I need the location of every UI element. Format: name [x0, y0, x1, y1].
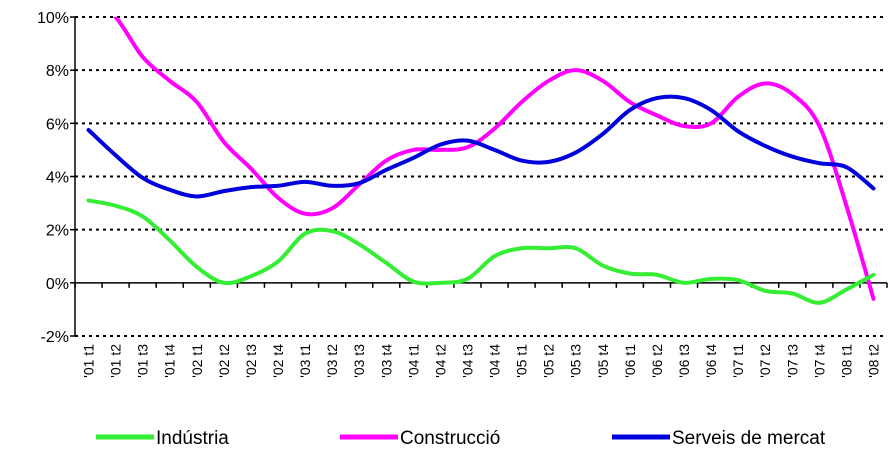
legend-label: Serveis de mercat [672, 428, 826, 449]
series-line-construccio [112, 17, 876, 301]
series-line-industria [86, 198, 876, 305]
x-tick-label: '05 t1 [514, 344, 530, 378]
y-tick-label: 4% [46, 170, 69, 187]
legend: Indústria Construcció Serveis de mercat [96, 428, 826, 449]
x-tick-label: '01 t4 [162, 344, 178, 378]
legend-item-serveis-de-mercat: Serveis de mercat [612, 428, 826, 449]
x-tick-label: '04 t4 [487, 344, 503, 378]
x-tick-label: '06 t3 [676, 344, 692, 378]
x-tick-label: '04 t1 [405, 344, 421, 378]
x-tick-label: '02 t4 [270, 344, 286, 378]
x-tick-label: '07 t3 [784, 344, 800, 378]
x-tick-label: '05 t4 [595, 344, 611, 378]
x-tick-label: '01 t3 [135, 344, 151, 378]
series-lines [86, 17, 876, 305]
axes [70, 16, 888, 337]
x-tick-label: '04 t3 [459, 344, 475, 378]
x-tick-label: '03 t1 [297, 344, 313, 378]
x-tick-label: '06 t1 [622, 344, 638, 378]
x-tick-label: '08 t1 [838, 344, 854, 378]
legend-item-construccio: Construcció [340, 428, 500, 449]
y-tick-label: 2% [46, 223, 69, 240]
x-tick-label: '01 t2 [108, 344, 124, 378]
x-tick-label: '01 t1 [81, 344, 97, 378]
y-tick-label: 10% [37, 10, 69, 27]
x-tick-label: '07 t2 [757, 344, 773, 378]
x-tick-label: '04 t2 [432, 344, 448, 378]
x-tick-label: '05 t2 [541, 344, 557, 378]
legend-label: Indústria [156, 428, 229, 449]
y-tick-label: 8% [46, 63, 69, 80]
x-tick-label: '03 t3 [351, 344, 367, 378]
x-tick-label: '05 t3 [568, 344, 584, 378]
x-tick-label: '08 t2 [865, 344, 881, 378]
y-tick-labels: -2% 0% 2% 4% 6% 8% 10% [37, 10, 69, 346]
x-tick-label: '02 t1 [189, 344, 205, 378]
y-tick-label: 6% [46, 116, 69, 133]
x-tick-labels: '01 t1 '01 t2 '01 t3 '01 t4 '02 t1 '02 t2 '02 … [81, 344, 882, 378]
y-tick-label: -2% [41, 329, 69, 346]
x-tick-label: '02 t3 [243, 344, 259, 378]
series-line-serveis-de-mercat [86, 94, 876, 199]
x-tick-label: '03 t2 [324, 344, 340, 378]
x-tick-label: '03 t4 [378, 344, 394, 378]
legend-label: Construcció [400, 428, 500, 449]
x-tick-label: '02 t2 [216, 344, 232, 378]
x-tick-label: '07 t4 [811, 344, 827, 378]
y-tick-label: 0% [46, 276, 69, 293]
x-tick-label: '06 t2 [649, 344, 665, 378]
x-tick-label: '06 t4 [703, 344, 719, 378]
x-tick-label: '07 t1 [730, 344, 746, 378]
legend-item-industria: Indústria [96, 428, 229, 449]
gridlines [75, 16, 887, 337]
